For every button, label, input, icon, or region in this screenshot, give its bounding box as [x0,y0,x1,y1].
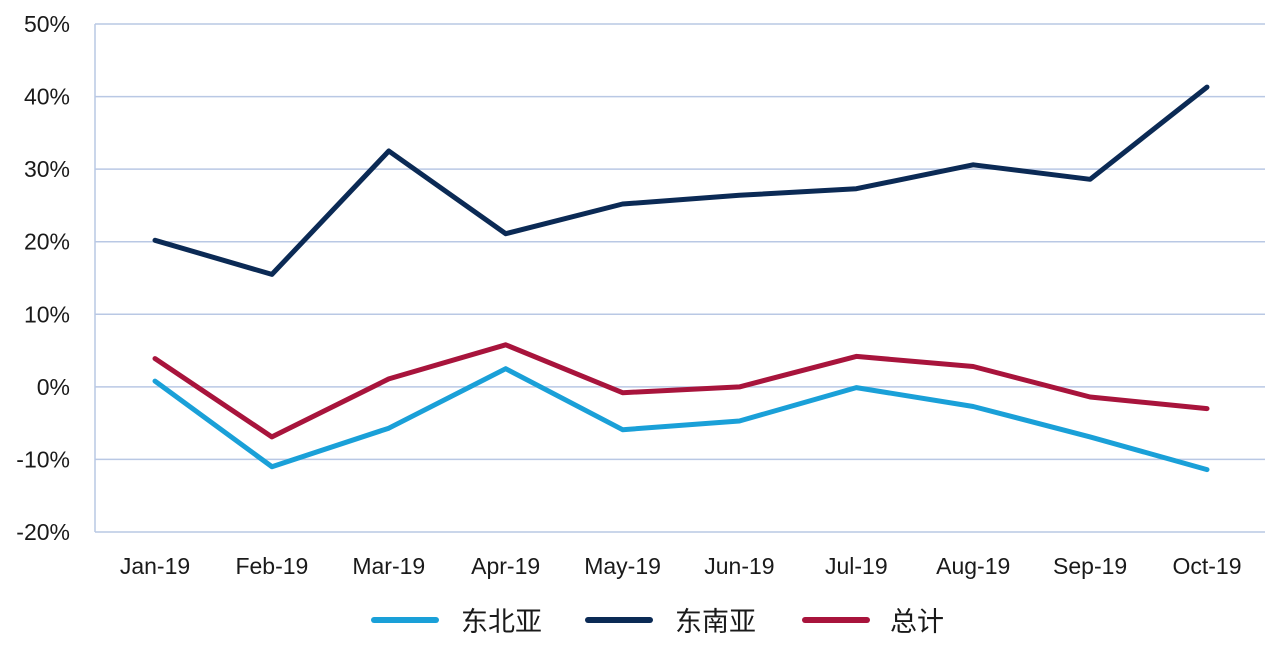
y-tick-label: 50% [24,11,70,37]
series-line-0 [152,366,1210,473]
y-tick-label: 30% [24,156,70,182]
y-tick-label: -10% [16,446,70,472]
legend-item: 东南亚 [585,607,756,638]
legend-label: 东北亚 [461,607,542,638]
gridlines [95,23,1265,533]
x-tick-label: Jul-19 [825,553,888,579]
y-tick-label: 0% [37,374,70,400]
legend: 东北亚 东南亚 总计 [371,607,944,638]
x-tick-label: May-19 [584,553,661,579]
series-line-2 [152,342,1210,440]
y-tick-label: 10% [24,301,70,327]
y-tick-label: 40% [24,84,70,110]
legend-label: 东南亚 [675,607,756,638]
x-tick-label: Jan-19 [120,553,190,579]
legend-item: 东北亚 [371,607,542,638]
y-axis-tick-labels: 50% 40% 30% 20% 10% 0% -10% -20% [16,11,70,545]
legend-item: 总计 [802,607,944,638]
x-tick-label: Sep-19 [1053,553,1127,579]
legend-label: 总计 [890,607,944,638]
y-tick-label: -20% [16,519,70,545]
x-tick-label: Aug-19 [936,553,1010,579]
x-axis-tick-labels: Jan-19 Feb-19 Mar-19 Apr-19 May-19 Jun-19 Jul-… [120,553,1242,579]
x-tick-label: Jun-19 [704,553,774,579]
x-tick-label: Feb-19 [235,553,308,579]
x-tick-label: Oct-19 [1172,553,1241,579]
y-tick-label: 20% [24,229,70,255]
x-tick-label: Mar-19 [352,553,425,579]
x-tick-label: Apr-19 [471,553,540,579]
series-line-1 [152,84,1210,277]
series-lines [152,84,1210,473]
